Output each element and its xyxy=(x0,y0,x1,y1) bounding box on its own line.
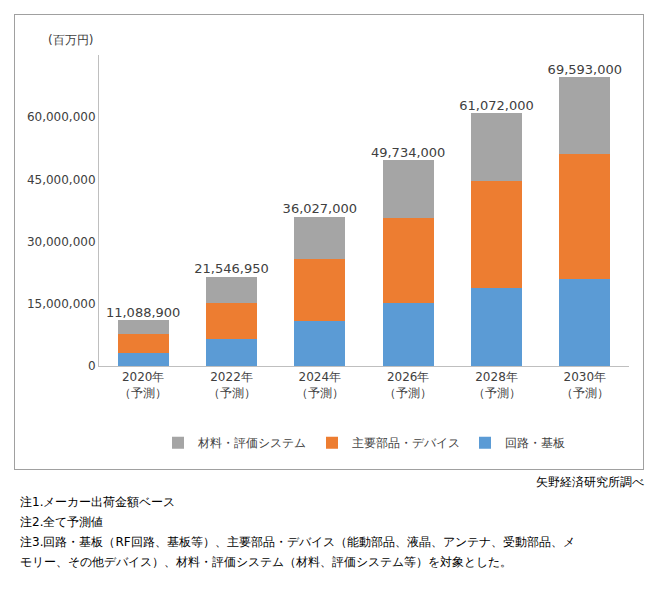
svg-text:2024年（予測）: 2024年（予測） xyxy=(296,370,344,400)
svg-text:主要部品・デバイス: 主要部品・デバイス xyxy=(352,436,460,450)
svg-text:45,000,000: 45,000,000 xyxy=(27,173,96,187)
svg-text:2020年（予測）: 2020年（予測） xyxy=(119,370,167,400)
svg-text:36,027,000: 36,027,000 xyxy=(283,201,357,216)
svg-text:69,593,000: 69,593,000 xyxy=(548,62,622,77)
svg-text:2022年（予測）: 2022年（予測） xyxy=(208,370,256,400)
svg-text:11,088,900: 11,088,900 xyxy=(106,305,180,320)
svg-text:21,546,950: 21,546,950 xyxy=(194,261,268,276)
svg-text:60,000,000: 60,000,000 xyxy=(27,110,96,124)
html-text:注3.回路・基板（RF回路、基板等）、主要部品・デバイス（能: 注3.回路・基板（RF回路、基板等）、主要部品・デバイス（能動部品、液晶、アンテ… xyxy=(20,535,575,569)
svg-text:2030年（予測）: 2030年（予測） xyxy=(561,370,609,400)
svg-text:61,072,000: 61,072,000 xyxy=(459,98,533,113)
svg-text:2026年（予測）: 2026年（予測） xyxy=(384,370,432,400)
svg-text:(百万円): (百万円) xyxy=(48,33,93,47)
svg-text:30,000,000: 30,000,000 xyxy=(27,235,96,249)
svg-text:材料・評価システム: 材料・評価システム xyxy=(197,436,306,450)
svg-text:49,734,000: 49,734,000 xyxy=(371,145,445,160)
svg-text:15,000,000: 15,000,000 xyxy=(27,297,96,311)
svg-text:2028年（予測）: 2028年（予測） xyxy=(473,370,521,400)
html-text:矢野経済研究所調べ: 矢野経済研究所調べ xyxy=(536,475,644,489)
html-text:注2.全て予測値: 注2.全て予測値 xyxy=(20,515,104,529)
svg-text:回路・基板: 回路・基板 xyxy=(505,436,565,450)
html-text:注1.メーカー出荷金額ベース: 注1.メーカー出荷金額ベース xyxy=(20,495,176,509)
svg-text:0: 0 xyxy=(88,359,96,373)
